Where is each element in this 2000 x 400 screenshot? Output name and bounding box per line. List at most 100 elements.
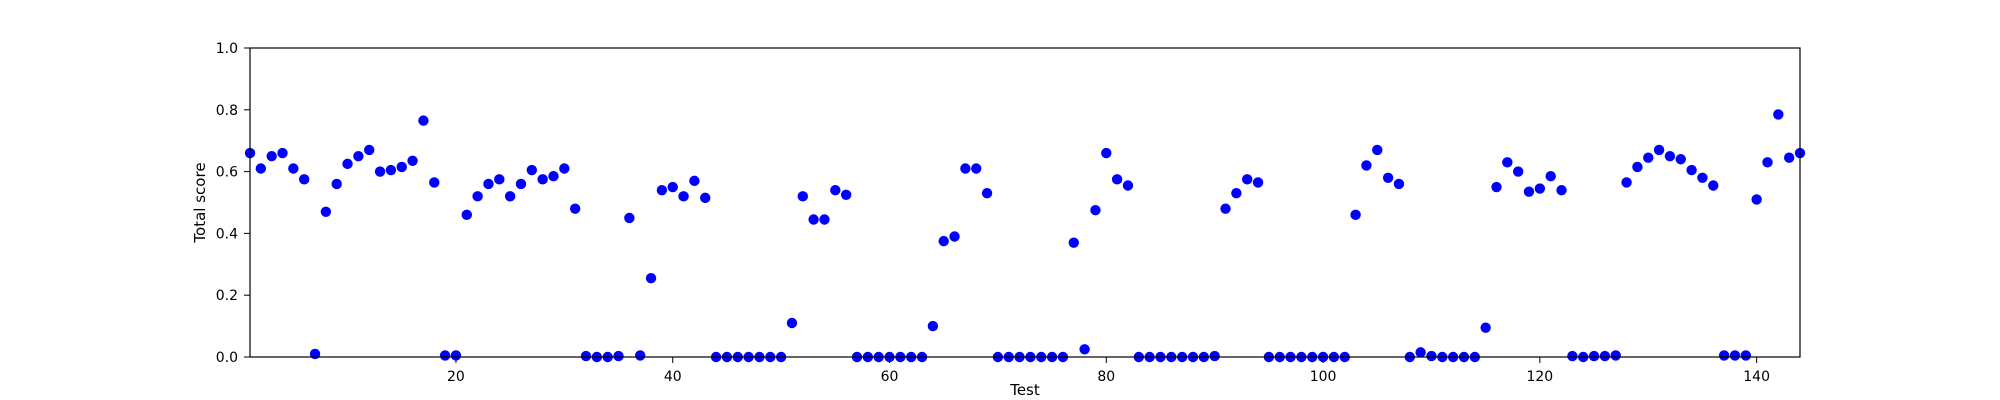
y-axis-tick-label: 1.0 [216, 41, 238, 57]
data-point [277, 147, 288, 159]
data-point [1686, 164, 1697, 176]
data-point [1556, 184, 1567, 196]
data-point [353, 150, 364, 162]
data-point [1415, 347, 1426, 358]
y-axis-tick-label: 0.6 [216, 165, 238, 181]
data-point [569, 203, 581, 214]
data-point [298, 174, 310, 185]
data-point [515, 178, 527, 190]
data-point [645, 273, 657, 284]
data-point [808, 214, 819, 225]
data-point [1675, 154, 1686, 165]
data-point [407, 155, 418, 166]
data-point [1610, 350, 1621, 361]
data-point [288, 163, 299, 174]
x-axis-tick-label: 20 [447, 369, 465, 385]
data-point [971, 163, 982, 174]
y-axis-label: Total score [191, 162, 209, 243]
data-point [450, 350, 462, 361]
data-point [667, 181, 678, 193]
data-point [1773, 109, 1784, 120]
data-point [1664, 150, 1676, 162]
x-axis-tick-label: 40 [664, 369, 682, 385]
data-point [1588, 350, 1600, 362]
data-point [1242, 174, 1253, 185]
data-point [1697, 172, 1708, 183]
data-point [1361, 160, 1372, 171]
data-point [559, 163, 570, 174]
data-point [797, 191, 808, 202]
x-axis-tick-label: 100 [1310, 369, 1337, 385]
data-point [1545, 171, 1556, 182]
data-point [1523, 186, 1535, 197]
data-point [1068, 237, 1079, 248]
data-point [1708, 180, 1719, 191]
data-point [483, 178, 494, 190]
data-point [700, 192, 711, 204]
data-point [580, 350, 592, 362]
data-point [927, 320, 939, 332]
data-point [385, 164, 397, 176]
data-point [1512, 166, 1524, 177]
x-axis-label: Test [1009, 381, 1040, 399]
data-point [613, 350, 624, 362]
x-axis-tick-label: 60 [881, 369, 899, 385]
data-point [635, 350, 646, 361]
data-point [1751, 194, 1762, 205]
data-point [1372, 144, 1383, 156]
data-point [1740, 350, 1752, 361]
data-point [1382, 172, 1394, 183]
x-axis-tick-label: 140 [1743, 369, 1770, 385]
data-point [624, 212, 635, 224]
data-point [1567, 350, 1578, 362]
data-point [374, 166, 386, 177]
data-point [342, 158, 353, 170]
data-point [461, 209, 472, 221]
data-point [1480, 322, 1491, 333]
plot-frame [249, 47, 1801, 358]
data-point [960, 163, 971, 174]
data-point [1426, 350, 1437, 362]
data-point [786, 317, 798, 329]
data-point [526, 164, 538, 176]
data-point [255, 163, 267, 174]
y-axis-tick-label: 0.4 [216, 226, 238, 242]
data-point [1122, 180, 1134, 191]
data-point [830, 184, 841, 196]
data-point [1252, 177, 1264, 188]
data-point [1783, 152, 1795, 163]
data-point [1762, 157, 1773, 168]
data-point [1534, 183, 1546, 194]
data-point [1231, 188, 1242, 199]
y-axis-tick-label: 0.8 [216, 103, 238, 119]
data-point [320, 206, 332, 217]
data-point [1653, 144, 1665, 156]
data-point [494, 174, 505, 185]
data-point [1090, 205, 1101, 216]
x-axis-tick-label: 80 [1097, 369, 1115, 385]
data-point [439, 350, 451, 361]
data-point [1209, 350, 1220, 362]
y-axis-tick-label: 0.2 [216, 288, 238, 304]
data-point [418, 115, 429, 126]
data-point [840, 189, 852, 200]
data-point [537, 174, 548, 185]
data-point [1718, 350, 1730, 361]
data-point [1599, 350, 1611, 362]
data-point [266, 150, 277, 162]
data-point [331, 178, 342, 190]
data-point [981, 188, 993, 199]
data-point [819, 214, 830, 225]
data-point [1632, 161, 1643, 173]
x-axis-tick-label: 120 [1526, 369, 1553, 385]
data-point [1643, 152, 1654, 163]
y-axis-tick-label: 0.0 [216, 350, 238, 366]
data-point [1729, 350, 1741, 361]
data-point [689, 175, 700, 187]
data-point [1111, 174, 1123, 185]
data-point [504, 191, 516, 202]
ticks-layer: 20 40 60 80 100 120 140 0.0 0.2 0.4 0.6 0.8 1.0 [216, 41, 1770, 385]
